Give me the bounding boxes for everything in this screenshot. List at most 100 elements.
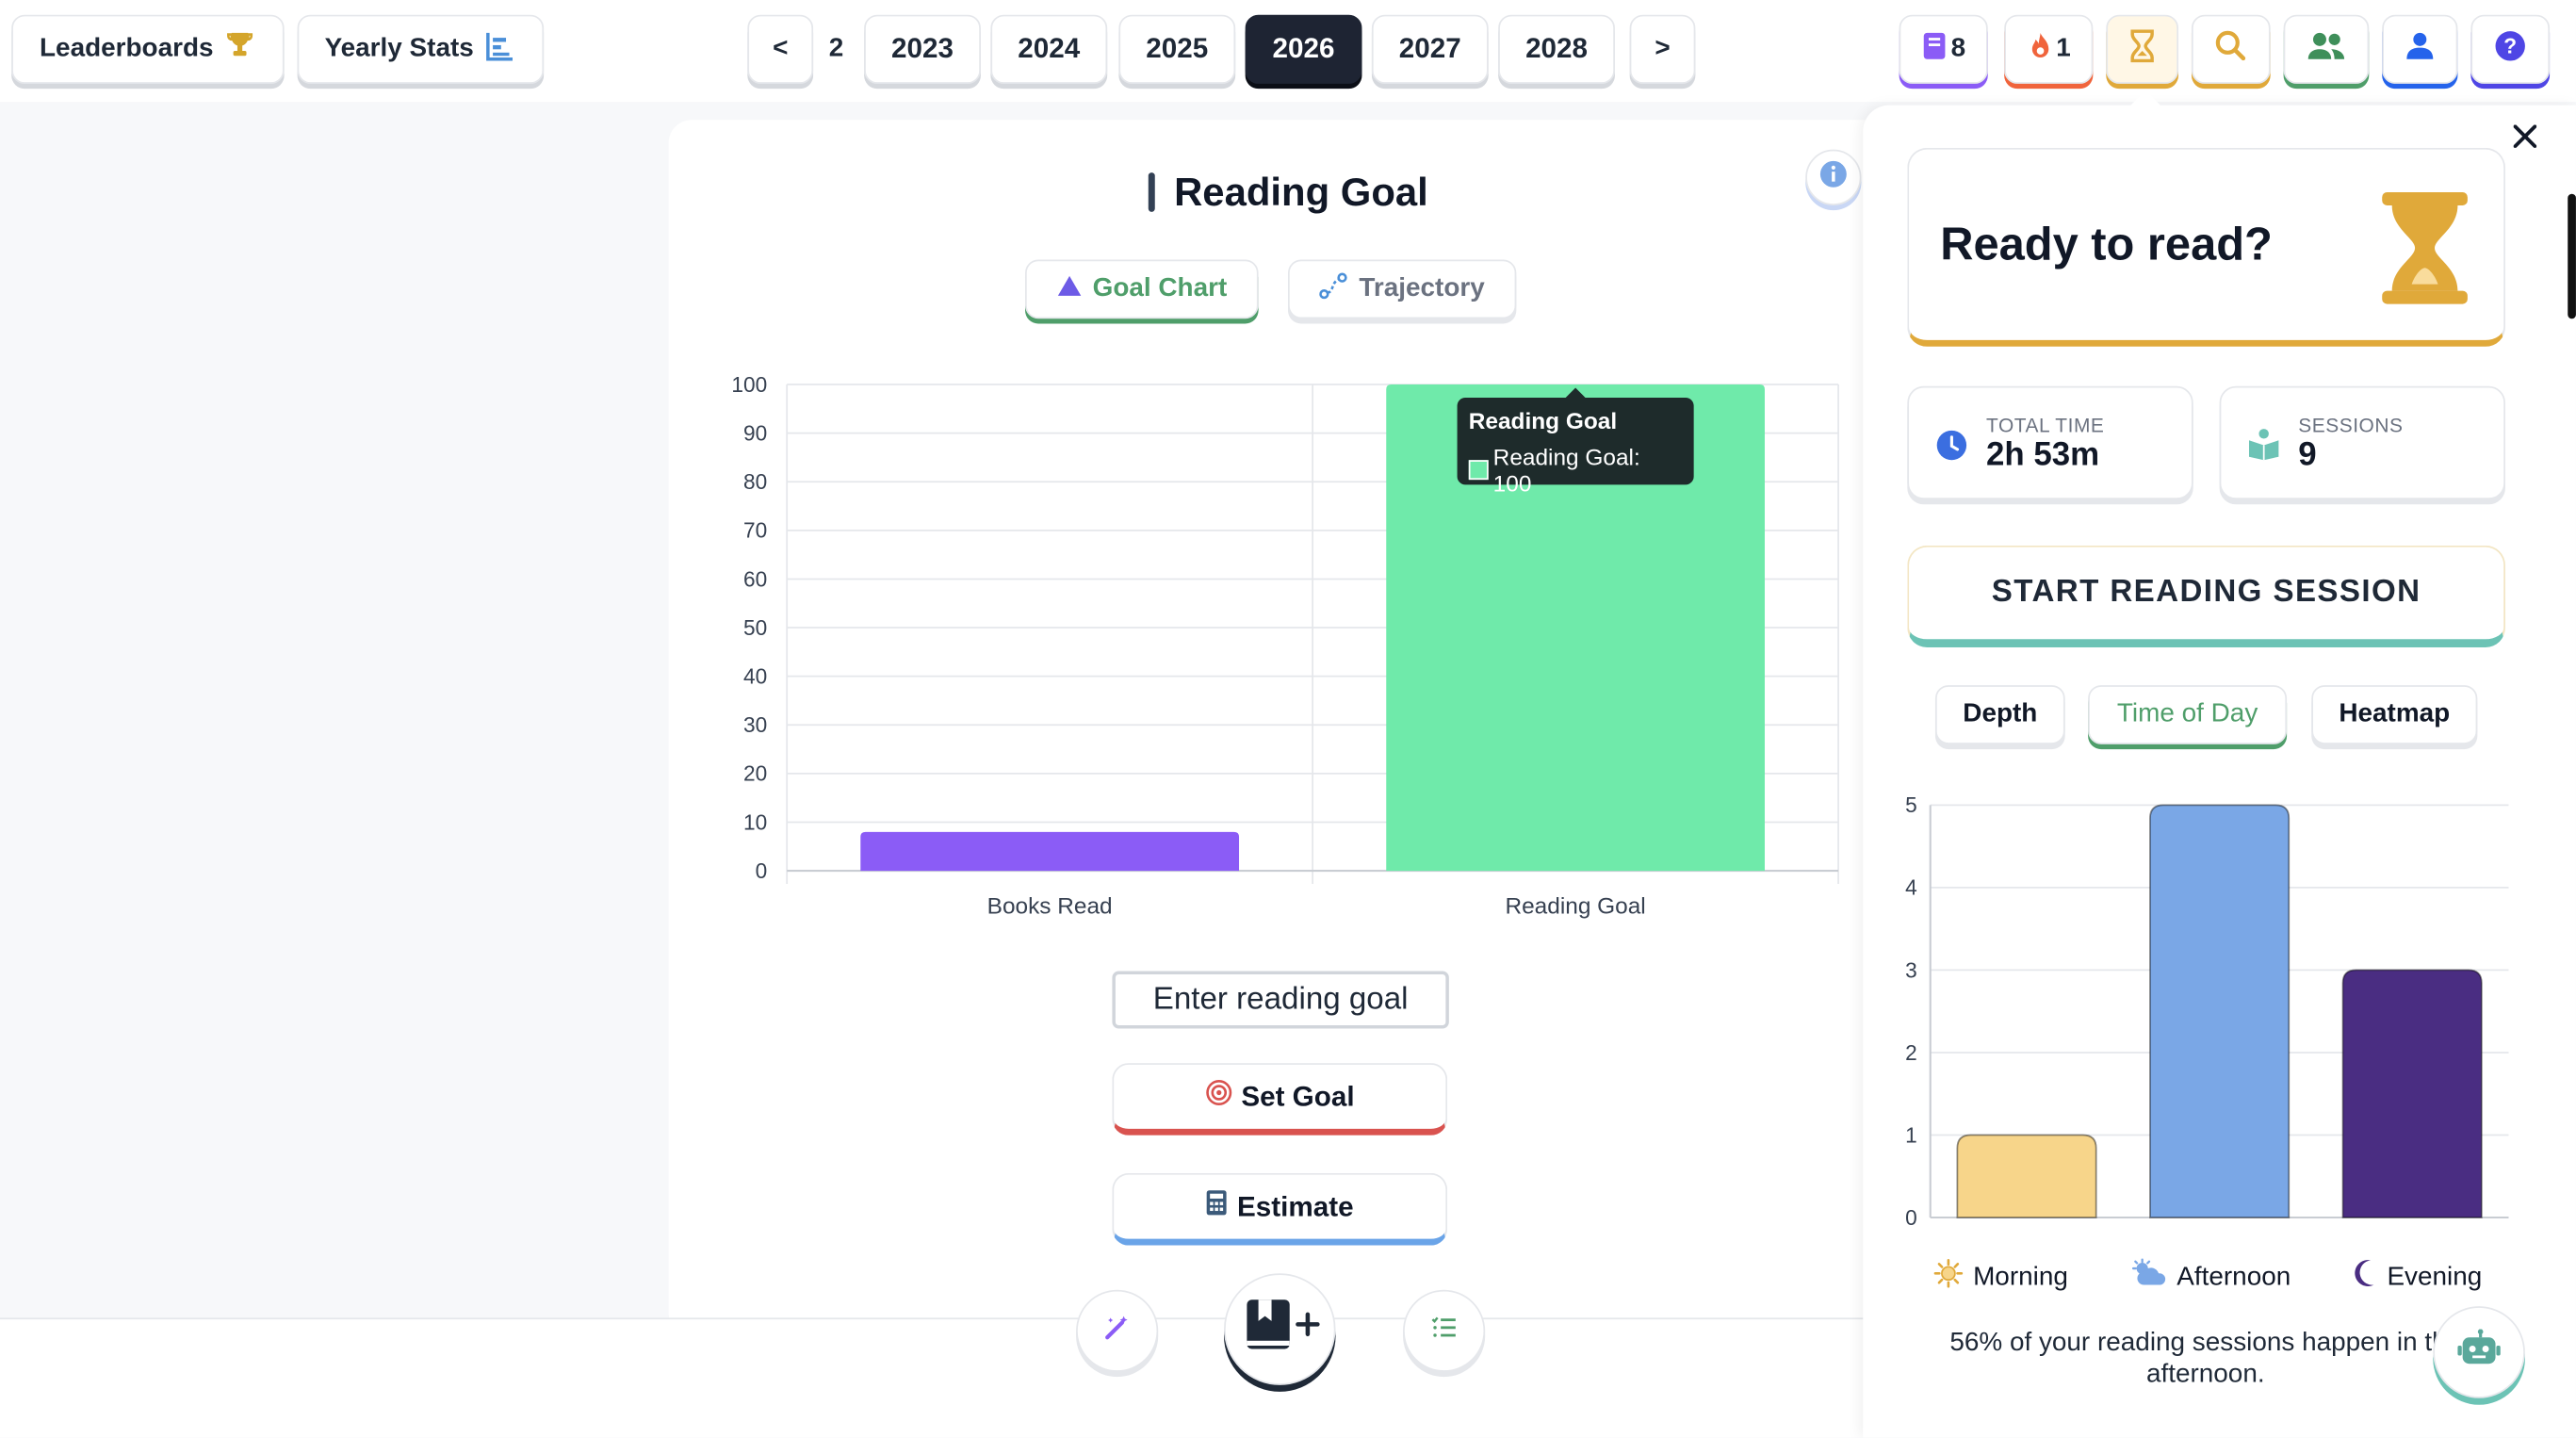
tooltip-row: Reading Goal: 100 (1468, 444, 1683, 497)
tab-heatmap[interactable]: Heatmap (2311, 685, 2478, 744)
bar-books-read (860, 831, 1240, 872)
y-tick-label: 60 (743, 566, 767, 591)
year-label: 2024 (1018, 32, 1081, 65)
total-time-label: TOTAL TIME (1986, 414, 2105, 437)
search-icon (2214, 29, 2247, 71)
triangle-icon (1056, 273, 1083, 304)
y-tick-label: 4 (1905, 875, 1917, 900)
next-year-button[interactable]: > (1629, 14, 1696, 84)
list-icon (1431, 1315, 1458, 1347)
sessions-value: 9 (2298, 436, 2317, 474)
y-tick-label: 1 (1905, 1122, 1917, 1147)
legend-afternoon: Afternoon (2130, 1258, 2291, 1297)
y-tick-label: 70 (743, 518, 767, 543)
timer-button[interactable] (2106, 14, 2179, 84)
leaderboards-button[interactable]: Leaderboards (11, 14, 285, 84)
legend-evening-label: Evening (2387, 1262, 2483, 1291)
trajectory-icon (1319, 271, 1349, 307)
book-icon (1921, 30, 1948, 68)
flame-icon (2027, 30, 2053, 68)
streak-button[interactable]: 1 (2004, 14, 2094, 84)
start-reading-session-button[interactable]: START READING SESSION (1907, 545, 2505, 647)
yearly-stats-button[interactable]: Yearly Stats (297, 14, 545, 84)
info-button[interactable] (1805, 149, 1862, 205)
tab-time-of-day-label: Time of Day (2116, 699, 2258, 728)
legend-afternoon-label: Afternoon (2177, 1262, 2291, 1291)
chart-tooltip: Reading Goal Reading Goal: 100 (1457, 387, 1694, 497)
sun-icon (1933, 1259, 1964, 1297)
magic-wand-button[interactable] (1076, 1289, 1159, 1372)
tab-depth[interactable]: Depth (1934, 685, 2065, 744)
sessions-card: SESSIONS 9 (2219, 385, 2505, 500)
tab-depth-label: Depth (1963, 699, 2038, 728)
sessions-label: SESSIONS (2298, 414, 2404, 437)
reader-icon (2247, 427, 2280, 468)
list-button[interactable] (1403, 1289, 1486, 1372)
y-tick-label: 40 (743, 664, 767, 689)
year-2023[interactable]: 2023 (864, 14, 981, 84)
calculator-icon (1206, 1189, 1228, 1224)
ready-card: Ready to read? (1907, 147, 2505, 347)
goal-bar-chart: 0 10 20 30 40 50 60 70 80 90 100 Books Read Reading … (731, 372, 1839, 919)
users-icon (2307, 30, 2346, 68)
y-tick-label: 80 (743, 469, 767, 494)
page-scrollbar[interactable] (2568, 193, 2576, 319)
tab-goal-chart[interactable]: Goal Chart (1025, 259, 1259, 319)
estimate-button[interactable]: Estimate (1112, 1172, 1448, 1246)
reading-goal-input[interactable] (1112, 971, 1449, 1029)
info-icon (1818, 158, 1848, 196)
year-2027[interactable]: 2027 (1371, 14, 1489, 84)
bar-chart-icon (483, 29, 516, 71)
prev-year-button[interactable]: < (747, 14, 814, 84)
streak-count: 1 (2056, 34, 2071, 63)
add-book-button[interactable] (1223, 1273, 1336, 1385)
yearly-stats-label: Yearly Stats (324, 34, 474, 63)
hourglass-icon (2129, 28, 2156, 71)
year-2024[interactable]: 2024 (990, 14, 1108, 84)
timer-pointer (2128, 90, 2162, 107)
time-of-day-chart: 0 1 2 3 4 5 (1905, 793, 2509, 1230)
year-2025[interactable]: 2025 (1118, 14, 1236, 84)
bar-evening (2341, 969, 2483, 1218)
y-tick-label: 3 (1905, 957, 1917, 982)
y-tick-label: 0 (756, 858, 768, 883)
year-label: 2023 (891, 32, 954, 65)
help-button[interactable]: ? (2470, 14, 2551, 84)
y-tick-label: 100 (731, 372, 767, 397)
trophy-icon (223, 29, 256, 71)
close-icon (2513, 123, 2537, 155)
help-icon: ? (2494, 29, 2527, 71)
y-tick-label: 2 (1905, 1040, 1917, 1065)
close-button[interactable] (2507, 122, 2543, 157)
books-count-button[interactable]: 8 (1899, 14, 1988, 84)
profile-button[interactable] (2382, 14, 2458, 84)
y-tick-label: 0 (1905, 1205, 1917, 1230)
y-tick-label: 90 (743, 420, 767, 445)
year-2026[interactable]: 2026 (1245, 14, 1362, 84)
user-icon (2405, 30, 2435, 68)
set-goal-button[interactable]: Set Goal (1112, 1063, 1448, 1136)
next-label: > (1655, 34, 1671, 63)
tab-trajectory-label: Trajectory (1359, 274, 1485, 302)
start-reading-label: START READING SESSION (1991, 575, 2421, 610)
bar-afternoon (2149, 804, 2291, 1218)
legend-morning: Morning (1933, 1259, 2068, 1297)
tab-time-of-day[interactable]: Time of Day (2088, 685, 2288, 744)
search-button[interactable] (2191, 14, 2271, 84)
legend-evening: Evening (2351, 1259, 2482, 1297)
assistant-button[interactable] (2433, 1306, 2525, 1398)
clock-icon (1935, 429, 1968, 470)
cloud-sun-icon (2130, 1258, 2166, 1297)
title-text: Reading Goal (1174, 171, 1428, 216)
friends-button[interactable] (2283, 14, 2370, 84)
y-tick-label: 30 (743, 712, 767, 737)
year-label: 2027 (1398, 32, 1461, 65)
year-partial: 2 (820, 15, 853, 84)
year-partial-label: 2 (828, 34, 844, 63)
robot-icon (2456, 1328, 2503, 1377)
year-label: 2028 (1525, 32, 1589, 65)
hourglass-large-icon (2379, 189, 2471, 316)
tab-trajectory[interactable]: Trajectory (1287, 259, 1517, 319)
year-2028[interactable]: 2028 (1498, 14, 1615, 84)
page-title: Reading Goal (0, 171, 2576, 217)
